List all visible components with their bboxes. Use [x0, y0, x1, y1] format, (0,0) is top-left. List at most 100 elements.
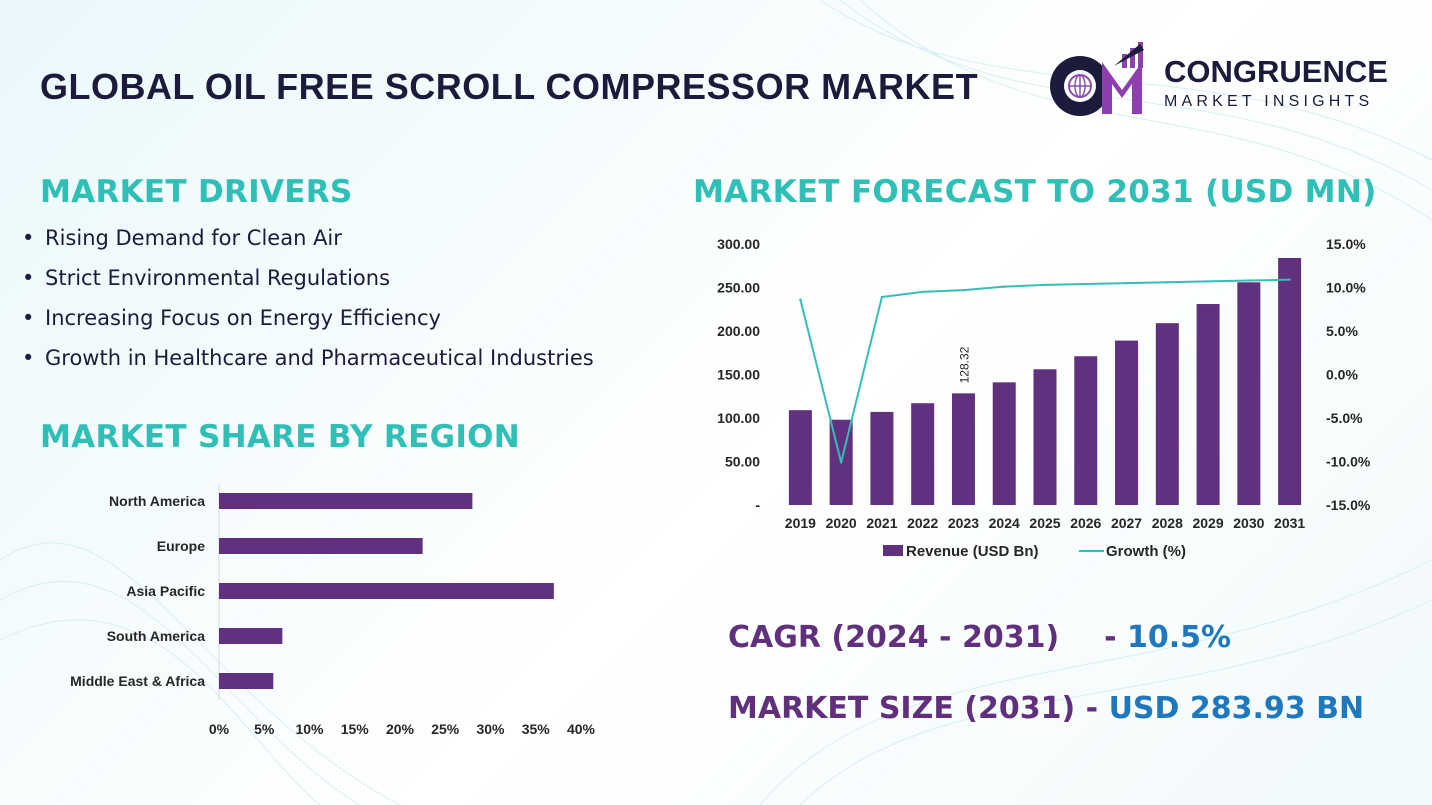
revenue-bar-2027	[1115, 340, 1139, 505]
year-tick-label: 2031	[1274, 515, 1305, 531]
list-item: • Increasing Focus on Energy Efficiency	[22, 302, 594, 342]
revenue-bar-2024	[992, 382, 1016, 505]
left-axis-tick-label: 150.00	[717, 367, 760, 383]
share-bar-4	[219, 673, 274, 689]
bullet-icon: •	[22, 226, 35, 250]
driver-text: Increasing Focus on Energy Efficiency	[45, 306, 441, 330]
right-axis-tick-label: 15.0%	[1326, 236, 1366, 252]
share-bar-2	[219, 583, 554, 599]
share-category-label: Europe	[157, 538, 205, 554]
year-tick-label: 2019	[785, 515, 816, 531]
right-axis-tick-label: 5.0%	[1326, 323, 1358, 339]
share-tick-label: 35%	[522, 721, 551, 737]
year-tick-label: 2022	[907, 515, 938, 531]
share-heading: MARKET SHARE BY REGION	[40, 419, 521, 455]
logo-name: CONGRUENCE	[1164, 54, 1388, 89]
year-tick-label: 2029	[1192, 515, 1223, 531]
market-size-stat: MARKET SIZE (2031) - USD 283.93 BN	[728, 691, 1364, 726]
year-tick-label: 2027	[1111, 515, 1142, 531]
share-category-label: Middle East & Africa	[70, 673, 205, 689]
drivers-list: • Rising Demand for Clean Air • Strict Env…	[22, 222, 594, 382]
share-bar-1	[219, 538, 423, 554]
forecast-chart: - 50.00 100.00 150.00 200.00 250.00 300.00 -15.…	[717, 236, 1371, 560]
market-size-value: USD 283.93 BN	[1108, 691, 1365, 726]
revenue-bar-2019	[788, 410, 812, 505]
revenue-bar-2023	[951, 393, 975, 505]
logo-tagline: MARKET INSIGHTS	[1164, 93, 1374, 110]
revenue-bar-2030	[1237, 282, 1261, 505]
year-tick-label: 2024	[989, 515, 1020, 531]
growth-point-2030	[1247, 279, 1251, 282]
growth-point-2021	[880, 295, 884, 299]
market-size-label: MARKET SIZE (2031)	[728, 691, 1076, 726]
year-tick-label: 2026	[1070, 515, 1101, 531]
share-tick-label: 10%	[295, 721, 324, 737]
share-tick-label: 20%	[386, 721, 415, 737]
revenue-bar-2025	[1033, 369, 1057, 505]
bullet-icon: •	[22, 306, 35, 330]
share-tick-label: 0%	[209, 721, 230, 737]
right-axis-tick-label: 10.0%	[1326, 280, 1366, 296]
growth-point-2026	[1084, 282, 1087, 286]
share-bar-0	[219, 493, 473, 509]
revenue-bar-2029	[1196, 304, 1220, 505]
share-tick-label: 40%	[567, 721, 596, 737]
share-tick-label: 25%	[431, 721, 460, 737]
year-tick-label: 2030	[1233, 515, 1264, 531]
drivers-heading: MARKET DRIVERS	[40, 174, 353, 210]
driver-text: Growth in Healthcare and Pharmaceutical …	[45, 346, 594, 370]
cagr-label: CAGR (2024 - 2031)	[728, 620, 1060, 655]
cagr-separator: -	[1104, 620, 1117, 655]
driver-text: Rising Demand for Clean Air	[45, 226, 342, 250]
bullet-icon: •	[22, 266, 35, 290]
growth-point-2024	[1003, 285, 1006, 288]
right-axis-tick-label: -15.0%	[1326, 497, 1371, 513]
growth-point-2031	[1288, 278, 1291, 281]
cagr-value: 10.5%	[1126, 620, 1232, 655]
share-category-label: Asia Pacific	[126, 583, 205, 599]
share-category-label: North America	[109, 493, 205, 509]
right-axis-tick-label: 0.0%	[1326, 367, 1358, 383]
growth-point-2029	[1206, 280, 1210, 283]
forecast-heading: MARKET FORECAST TO 2031 (USD MN)	[693, 174, 1377, 210]
right-axis-tick-label: -10.0%	[1326, 454, 1371, 470]
left-axis-tick-label: 300.00	[717, 236, 760, 252]
share-tick-label: 5%	[254, 721, 275, 737]
revenue-bar-2026	[1074, 356, 1098, 505]
growth-point-2027	[1125, 281, 1128, 285]
list-item: • Strict Environmental Regulations	[22, 262, 594, 302]
left-axis-tick-label: 50.00	[725, 454, 760, 470]
left-axis-tick-label: 100.00	[717, 410, 760, 426]
left-axis-tick-label: 250.00	[717, 280, 760, 296]
cagr-stat: CAGR (2024 - 2031) - 10.5%	[728, 620, 1231, 655]
bullet-icon: •	[22, 346, 35, 370]
year-tick-label: 2025	[1029, 515, 1060, 531]
growth-point-2025	[1043, 283, 1047, 287]
revenue-bar-2021	[870, 411, 894, 505]
page-title: GLOBAL OIL FREE SCROLL COMPRESSOR MARKET	[40, 66, 979, 107]
revenue-bar-2031	[1278, 257, 1302, 505]
growth-point-2022	[921, 290, 924, 294]
growth-point-2020	[839, 461, 843, 464]
data-label-2023: 128.32	[957, 346, 971, 383]
share-tick-label: 15%	[341, 721, 370, 737]
company-logo: CONGRUENCE MARKET INSIGHTS	[1040, 40, 1400, 120]
market-size-separator: -	[1085, 691, 1099, 726]
growth-point-2023	[962, 288, 965, 292]
growth-point-2028	[1166, 281, 1169, 284]
revenue-bar-2028	[1155, 323, 1179, 505]
year-tick-label: 2028	[1152, 515, 1183, 531]
legend-revenue-label: Revenue (USD Bn)	[906, 543, 1039, 560]
legend-revenue-swatch	[883, 545, 903, 556]
right-axis-tick-label: -5.0%	[1326, 410, 1363, 426]
driver-text: Strict Environmental Regulations	[45, 266, 391, 290]
year-tick-label: 2023	[948, 515, 979, 531]
region-share-chart: North America Europe Asia Pacific South Ame…	[70, 484, 596, 737]
list-item: • Rising Demand for Clean Air	[22, 222, 594, 262]
left-axis-tick-label: 200.00	[717, 323, 760, 339]
left-axis-tick-label: -	[755, 497, 760, 513]
logo-mark-icon	[1050, 42, 1144, 116]
share-bar-3	[219, 628, 283, 644]
year-tick-label: 2020	[826, 515, 857, 531]
revenue-bar-2022	[911, 403, 935, 505]
